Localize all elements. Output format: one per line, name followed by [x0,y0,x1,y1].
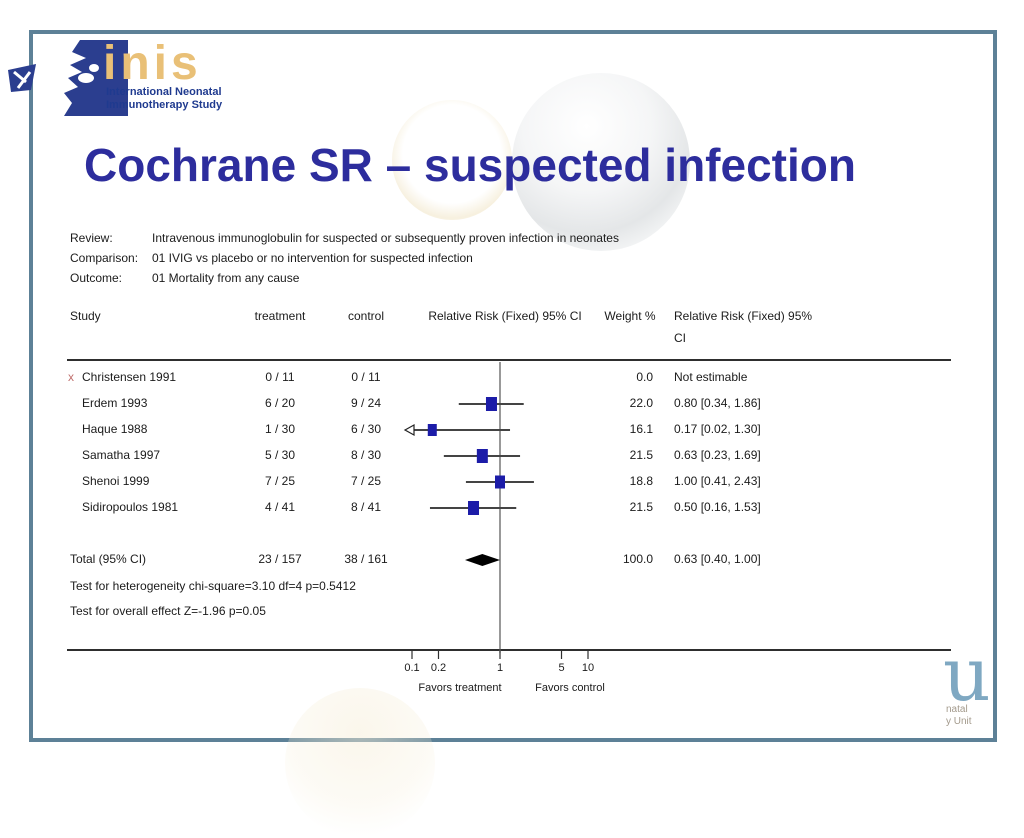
logo-figure-detail [89,64,99,72]
axis-tick-label: 5 [558,662,565,674]
weight-value: 22.0 [629,396,653,410]
rr-value: 0.80 [0.34, 1.86] [674,396,761,410]
header-separator [67,359,951,361]
study-name: Shenoi 1999 [82,474,150,488]
rr-value: 0.17 [0.02, 1.30] [674,422,761,436]
col-header-weight: Weight % [604,309,656,323]
control-value: 6 / 30 [350,422,382,436]
total-treatment-value: 23 / 157 [258,552,302,566]
treatment-value: 4 / 41 [264,500,296,514]
rr-value: 0.63 [0.23, 1.69] [674,448,761,462]
treatment-value: 5 / 30 [264,448,296,462]
logo-figure-detail [78,73,94,83]
comparison-value: 01 IVIG vs placebo or no intervention fo… [152,251,473,265]
study-name: Samatha 1997 [82,448,161,462]
total-label: Total (95% CI) [70,552,147,566]
weight-value: 21.5 [629,448,653,462]
outcome-label: Outcome: [70,271,123,285]
rr-value: Not estimable [674,370,748,384]
logo-tagline: International Neonatal Immunotherapy Stu… [106,86,222,112]
study-name: Christensen 1991 [82,370,177,384]
rr-value: 0.50 [0.16, 1.53] [674,500,761,514]
logo-fragment-detail [13,70,32,89]
col-header-rr-text-line2: CI [674,331,686,345]
treatment-value: 7 / 25 [264,474,296,488]
control-value: 7 / 25 [350,474,382,488]
footer-logo-glyph: u [943,632,991,718]
forest-table-rows: x Christensen 1991 0 / 11 0 / 11 0.0 Not esti… [68,370,761,694]
background-circle [392,100,512,220]
slide-border [29,30,997,742]
total-rr-value: 0.63 [0.40, 1.00] [674,552,761,566]
background-sphere [512,73,690,251]
forest-plot-canvas [403,362,589,659]
study-name: Sidiropoulos 1981 [82,500,179,514]
heterogeneity-test: Test for heterogeneity chi-square=3.10 d… [70,579,356,593]
treatment-value: 0 / 11 [265,370,295,384]
axis-tick-label: 10 [581,662,595,674]
study-point-box [495,475,505,489]
axis-tick-label: 0.2 [430,662,447,674]
control-value: 9 / 24 [350,396,382,410]
control-value: 8 / 30 [350,448,382,462]
treatment-value: 1 / 30 [264,422,296,436]
axis-baseline [67,649,951,651]
axis-tick-label: 0.1 [404,662,420,674]
footer-logo-line2: y Unit [946,716,972,727]
weight-value: 21.5 [629,500,653,514]
rr-value: 1.00 [0.41, 2.43] [674,474,761,488]
logo-wordmark: inis [103,37,202,90]
control-value: 0 / 11 [351,370,381,384]
col-header-treatment: treatment [254,309,306,323]
col-header-study: Study [70,309,101,323]
col-header-control: control [347,309,385,323]
ci-arrow-left-icon [403,423,415,437]
study-name: Haque 1988 [82,422,148,436]
col-header-rr-plot: Relative Risk (Fixed) 95% CI [428,309,582,323]
logo-tagline-line2: Immunotherapy Study [106,99,223,111]
control-value: 8 / 41 [350,500,382,514]
inis-logo-icon [8,40,128,116]
weight-value: 0.0 [636,370,653,384]
review-value: Intravenous immunoglobulin for suspected… [152,231,619,245]
study-point-box [427,424,437,436]
footer-logo-text: natal y Unit [946,704,972,728]
axis-left-label: Favors treatment [418,682,502,694]
logo-tagline-line1: International Neonatal [106,86,222,98]
total-diamond [464,554,500,566]
review-label: Review: [70,231,113,245]
treatment-value: 6 / 20 [264,396,296,410]
total-weight-value: 100.0 [622,552,653,566]
study-point-box [485,397,497,411]
study-name: Erdem 1993 [82,396,148,410]
col-header-rr-text-line1: Relative Risk (Fixed) 95% [674,309,813,323]
axis-tick-label: 1 [496,662,504,674]
total-control-value: 38 / 161 [344,552,388,566]
page-title: Cochrane SR – suspected infection [84,139,856,191]
weight-value: 18.8 [629,474,653,488]
footer-logo-line1: natal [946,704,968,715]
study-point-box [468,501,480,515]
weight-value: 16.1 [629,422,653,436]
overall-effect-test: Test for overall effect Z=-1.96 p=0.05 [70,604,266,618]
logo-figure [58,40,86,116]
outcome-value: 01 Mortality from any cause [152,271,300,285]
study-point-box [476,449,488,463]
excluded-mark: x [68,370,74,384]
axis-right-label: Favors control [535,682,605,694]
comparison-label: Comparison: [70,251,139,265]
